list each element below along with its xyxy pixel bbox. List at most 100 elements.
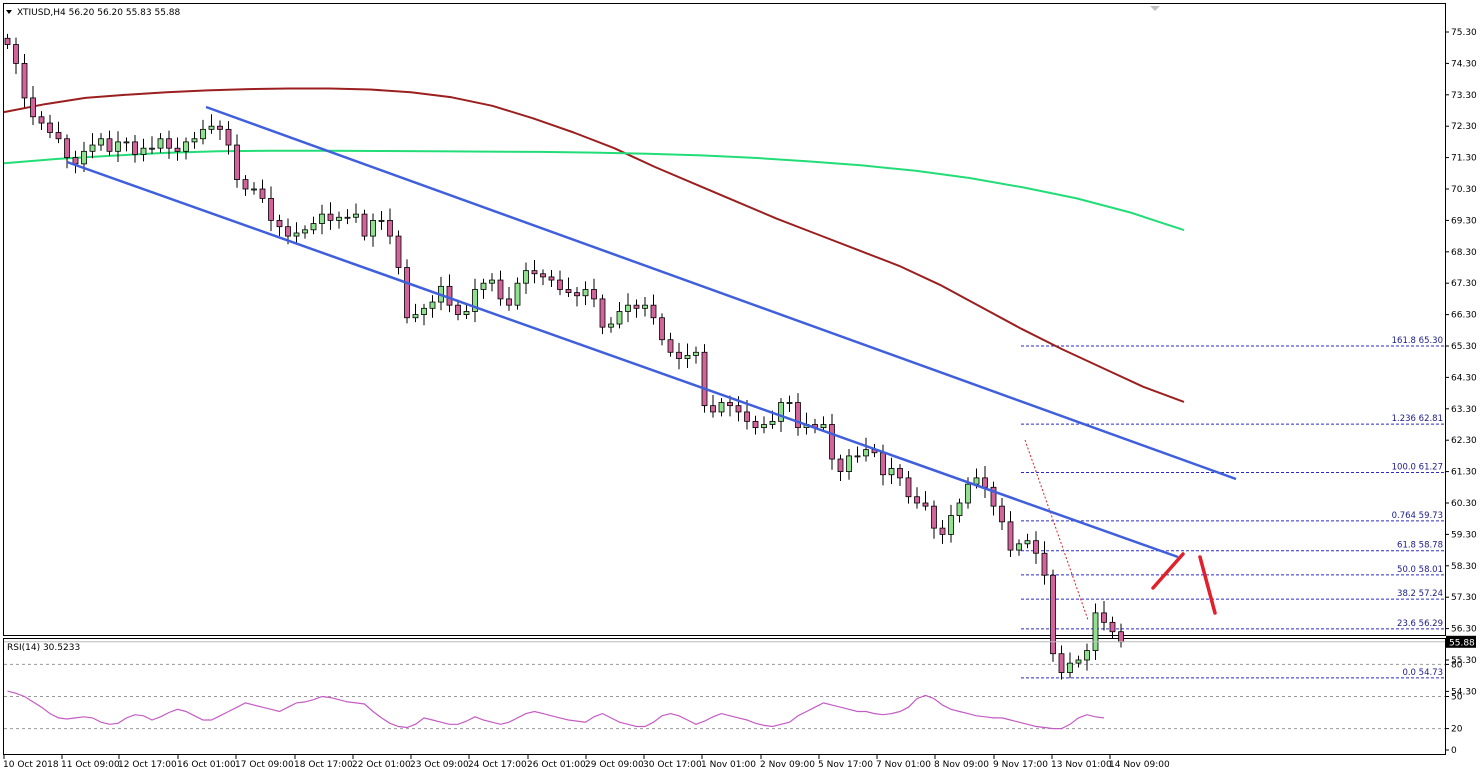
fib-level-label: 38.2 57.24 xyxy=(1397,589,1443,599)
price-tick-label: 57.30 xyxy=(1451,593,1477,603)
candle-body xyxy=(582,289,589,297)
time-tick-label: 18 Oct 17:00 xyxy=(294,760,353,770)
candle-body xyxy=(897,468,903,479)
candle-body xyxy=(752,420,759,429)
time-tick-label: 5 Nov 17:00 xyxy=(818,760,873,770)
rsi-tick-label: 50 xyxy=(1451,693,1463,703)
candle-body xyxy=(531,270,538,275)
candle-body xyxy=(1050,574,1056,655)
candle-body xyxy=(1101,612,1107,623)
channel-upper-line[interactable] xyxy=(205,105,1237,481)
candle-body xyxy=(684,355,691,359)
price-tick-label: 63.30 xyxy=(1451,405,1477,415)
candle-body xyxy=(506,298,512,306)
candle-body xyxy=(650,304,657,319)
descending-channel[interactable] xyxy=(66,105,1237,559)
fib-swing-line xyxy=(1024,439,1089,621)
candle-body xyxy=(939,527,946,535)
price-tick-label: 68.30 xyxy=(1451,248,1477,258)
candle-body xyxy=(242,179,249,190)
price-tick-label: 67.30 xyxy=(1451,279,1477,289)
candle-body xyxy=(72,157,79,165)
time-tick-label: 22 Oct 01:00 xyxy=(352,760,411,770)
candle-body xyxy=(429,301,436,309)
rsi-tick-label: 80 xyxy=(1451,660,1463,670)
price-tick-label: 66.30 xyxy=(1451,311,1477,321)
candle-body xyxy=(956,502,963,516)
candle-body xyxy=(480,282,487,290)
projection-arrow-down xyxy=(1198,555,1217,615)
candle-body xyxy=(769,420,776,425)
fib-level-label: 0.0 54.73 xyxy=(1402,668,1443,678)
candle-body xyxy=(608,323,614,328)
time-tick-label: 14 Nov 09:00 xyxy=(1109,760,1170,770)
moving-averages xyxy=(3,87,1185,403)
candle-body xyxy=(710,405,716,413)
fib-level-label: 100.0 61.27 xyxy=(1392,463,1443,473)
candle-body xyxy=(217,125,223,130)
candle-body xyxy=(1109,621,1116,633)
candle-body xyxy=(225,128,232,146)
price-tick-label: 59.30 xyxy=(1451,530,1477,540)
candle-body xyxy=(795,402,801,429)
candle-body xyxy=(820,424,827,429)
candle-body xyxy=(557,279,563,290)
price-tick-label: 56.30 xyxy=(1451,625,1477,635)
candle-body xyxy=(922,502,929,507)
candle-body xyxy=(353,213,359,218)
fib-level-label: 61.8 58.78 xyxy=(1397,541,1443,551)
price-tick-label: 71.30 xyxy=(1451,154,1477,164)
symbol-dropdown-icon[interactable] xyxy=(6,10,12,14)
candle-body xyxy=(327,213,334,221)
candle-body xyxy=(905,477,912,498)
candle-body xyxy=(370,219,376,237)
candle-body xyxy=(361,213,368,237)
channel-lower-line[interactable] xyxy=(66,160,1179,559)
candle-body xyxy=(149,147,155,150)
candle-body xyxy=(319,213,325,224)
fib-level-label: 50.0 58.01 xyxy=(1397,565,1443,575)
candle-body xyxy=(1118,631,1124,643)
candle-body xyxy=(285,226,291,237)
candle-body xyxy=(642,304,648,309)
candle-body xyxy=(1067,662,1073,673)
current-price-label: 55.88 xyxy=(1449,638,1475,648)
candle-body xyxy=(81,150,87,165)
time-tick-label: 24 Oct 17:00 xyxy=(468,760,527,770)
candle-body xyxy=(4,37,11,45)
scroll-marker-icon[interactable] xyxy=(1150,6,1160,11)
candle-body xyxy=(616,311,623,325)
candle-body xyxy=(157,138,164,149)
time-tick-label: 12 Oct 17:00 xyxy=(118,760,177,770)
rsi-tick-label: 20 xyxy=(1451,725,1463,735)
time-tick-label: 11 Oct 09:00 xyxy=(61,760,120,770)
rsi-line xyxy=(7,690,1105,730)
candle-body xyxy=(344,216,351,219)
price-tick-label: 64.30 xyxy=(1451,373,1477,383)
time-tick-label: 23 Oct 09:00 xyxy=(410,760,469,770)
fib-level-label: 0.764 59.73 xyxy=(1392,511,1443,521)
candle-body xyxy=(191,138,198,143)
time-tick-label: 10 Oct 2018 xyxy=(3,760,59,770)
candle-body xyxy=(1084,650,1090,661)
candle-body xyxy=(863,449,869,457)
rsi-line-group xyxy=(7,690,1105,730)
time-tick-label: 26 Oct 01:00 xyxy=(527,760,586,770)
candle-body xyxy=(30,97,36,118)
time-tick-label: 16 Oct 01:00 xyxy=(177,760,236,770)
time-tick-label: 8 Nov 09:00 xyxy=(934,760,989,770)
time-tick-label: 1 Nov 01:00 xyxy=(701,760,756,770)
candle-body xyxy=(1041,552,1048,576)
fib-level-label: 23.6 56.29 xyxy=(1397,619,1443,629)
price-tick-label: 65.30 xyxy=(1451,342,1477,352)
rsi-label: RSI(14) 30.5233 xyxy=(7,643,80,653)
candle-body xyxy=(404,267,410,319)
candle-body xyxy=(854,455,861,458)
price-axis: 75.30 74.30 73.30 72.30 71.30 70.30 69.30 68.30… xyxy=(1445,28,1477,697)
candle-body xyxy=(888,468,895,476)
candle-body xyxy=(47,122,53,133)
candle-body xyxy=(693,351,699,356)
